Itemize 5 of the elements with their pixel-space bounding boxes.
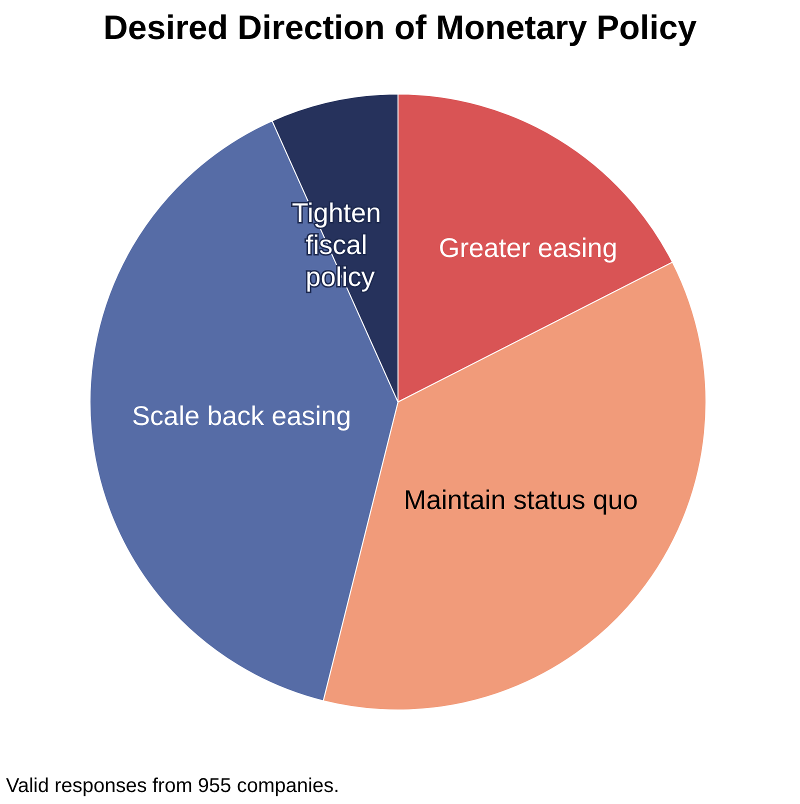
chart-title: Desired Direction of Monetary Policy <box>103 9 697 47</box>
slice-label: Scale back easing <box>132 400 352 431</box>
slice-label: Greater easing <box>438 233 618 264</box>
slice-label: Maintain status quo <box>404 484 638 515</box>
text: Valid responses from 955 companies. <box>6 775 340 797</box>
